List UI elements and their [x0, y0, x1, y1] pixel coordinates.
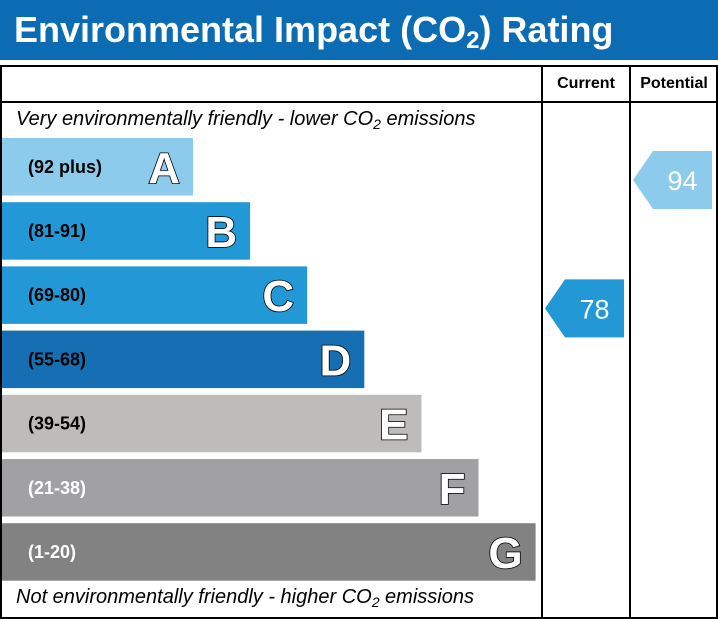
potential-rating-arrow — [633, 151, 712, 209]
band-letter-b: B — [205, 208, 237, 257]
band-range-b: (81-91) — [28, 221, 86, 241]
bottom-note-suffix: emissions — [379, 586, 474, 608]
current-column-header: Current — [557, 75, 615, 92]
band-letter-f: F — [439, 465, 466, 514]
rating-arrows: 78 94 — [545, 151, 712, 338]
band-bar-g — [2, 523, 536, 581]
chart-title: Environmental Impact (CO2) Rating — [14, 8, 614, 54]
bottom-note-subscript: 2 — [371, 594, 380, 610]
band-letter-a: A — [148, 144, 180, 193]
band-bar-d — [2, 330, 365, 389]
band-range-e: (39-54) — [28, 414, 86, 434]
band-range-g: (1-20) — [28, 542, 76, 562]
band-bar-f — [2, 459, 479, 517]
band-bar-a — [2, 138, 193, 196]
band-letter-g: G — [488, 529, 522, 578]
band-bar-e — [2, 394, 422, 453]
band-bar-b — [2, 202, 251, 260]
bottom-note: Not environmentally friendly - higher CO… — [16, 586, 474, 609]
band-range-c: (69-80) — [28, 285, 86, 305]
band-letter-c: C — [262, 272, 294, 321]
top-note-prefix: Very environmentally friendly - lower CO — [16, 108, 374, 130]
title-suffix: ) Rating — [479, 9, 614, 50]
top-note-suffix: emissions — [380, 108, 476, 130]
top-note: Very environmentally friendly - lower CO… — [16, 108, 475, 131]
band-letter-d: D — [320, 336, 352, 385]
band-letter-e: E — [379, 401, 408, 450]
potential-column-header: Potential — [640, 75, 708, 92]
potential-rating-value: 94 — [667, 166, 697, 196]
bottom-note-prefix: Not environmentally friendly - higher CO — [16, 586, 372, 608]
outer-border — [0, 65, 718, 619]
table-grid — [0, 65, 718, 619]
title-subscript: 2 — [466, 27, 480, 54]
band-bars: (92 plus) A (81-91) B (69-80) C (55-68) D (39-54… — [2, 138, 536, 581]
band-range-a: (92 plus) — [28, 157, 102, 177]
current-rating-value: 78 — [579, 294, 609, 324]
band-range-d: (55-68) — [28, 349, 86, 369]
band-bar-c — [2, 266, 308, 324]
band-range-f: (21-38) — [28, 478, 86, 498]
title-prefix: Environmental Impact (CO — [14, 9, 467, 50]
current-rating-arrow — [545, 279, 624, 338]
top-note-subscript: 2 — [373, 116, 381, 132]
header-bar: Environmental Impact (CO2) Rating — [0, 0, 718, 60]
